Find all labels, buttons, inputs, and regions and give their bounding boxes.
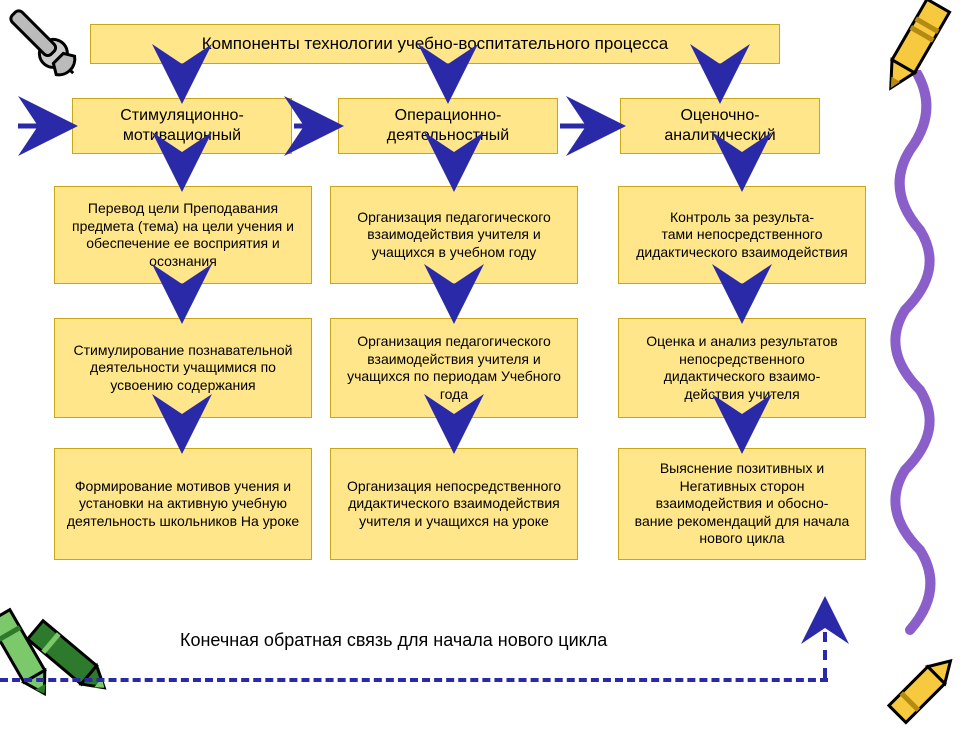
cell-text: Перевод цели Преподавания предмета (тема… xyxy=(63,200,303,270)
dashed-feedback-line xyxy=(0,678,828,682)
cell-text: Оценка и анализ результатов непосредстве… xyxy=(627,333,857,403)
cell-1-2: Организация непосредственного дидактичес… xyxy=(330,448,578,560)
head-label: Оценочно- аналитический xyxy=(664,106,775,146)
column-head-1: Операционно- деятельностный xyxy=(338,98,558,154)
cell-1-1: Организация педагогического взаимодейств… xyxy=(330,318,578,418)
head-label: Операционно- деятельностный xyxy=(387,106,509,146)
squiggle-decoration xyxy=(880,70,950,650)
cell-2-2: Выяснение позитивных и Негативных сторон… xyxy=(618,448,866,560)
cell-text: Контроль за результа- тами непосредствен… xyxy=(627,209,857,262)
cell-2-1: Оценка и анализ результатов непосредстве… xyxy=(618,318,866,418)
head-label: Стимуляционно- мотивационный xyxy=(120,106,244,146)
footer-text: Конечная обратная связь для начала новог… xyxy=(180,630,607,651)
title-text: Компоненты технологии учебно-воспитатель… xyxy=(202,33,669,54)
crayons-green-bottom-left xyxy=(0,580,160,720)
cell-0-1: Стимулирование познавательной деятельнос… xyxy=(54,318,312,418)
cell-0-2: Формирование мотивов учения и установки … xyxy=(54,448,312,560)
cell-text: Организация педагогического взаимодейств… xyxy=(339,333,569,403)
cell-text: Организация непосредственного дидактичес… xyxy=(339,478,569,531)
cell-1-0: Организация педагогического взаимодейств… xyxy=(330,186,578,284)
crayon-yellow-top-right xyxy=(870,0,960,110)
column-head-2: Оценочно- аналитический xyxy=(620,98,820,154)
cell-text: Стимулирование познавательной деятельнос… xyxy=(63,342,303,395)
wrench-top-left xyxy=(0,0,90,90)
title-box: Компоненты технологии учебно-воспитатель… xyxy=(90,24,780,64)
cell-2-0: Контроль за результа- тами непосредствен… xyxy=(618,186,866,284)
cell-0-0: Перевод цели Преподавания предмета (тема… xyxy=(54,186,312,284)
cell-text: Организация педагогического взаимодейств… xyxy=(339,209,569,262)
crayon-yellow-bottom-right xyxy=(880,640,960,730)
cell-text: Формирование мотивов учения и установки … xyxy=(63,478,303,531)
cell-text: Выяснение позитивных и Негативных сторон… xyxy=(627,460,857,548)
column-head-0: Стимуляционно- мотивационный xyxy=(72,98,292,154)
